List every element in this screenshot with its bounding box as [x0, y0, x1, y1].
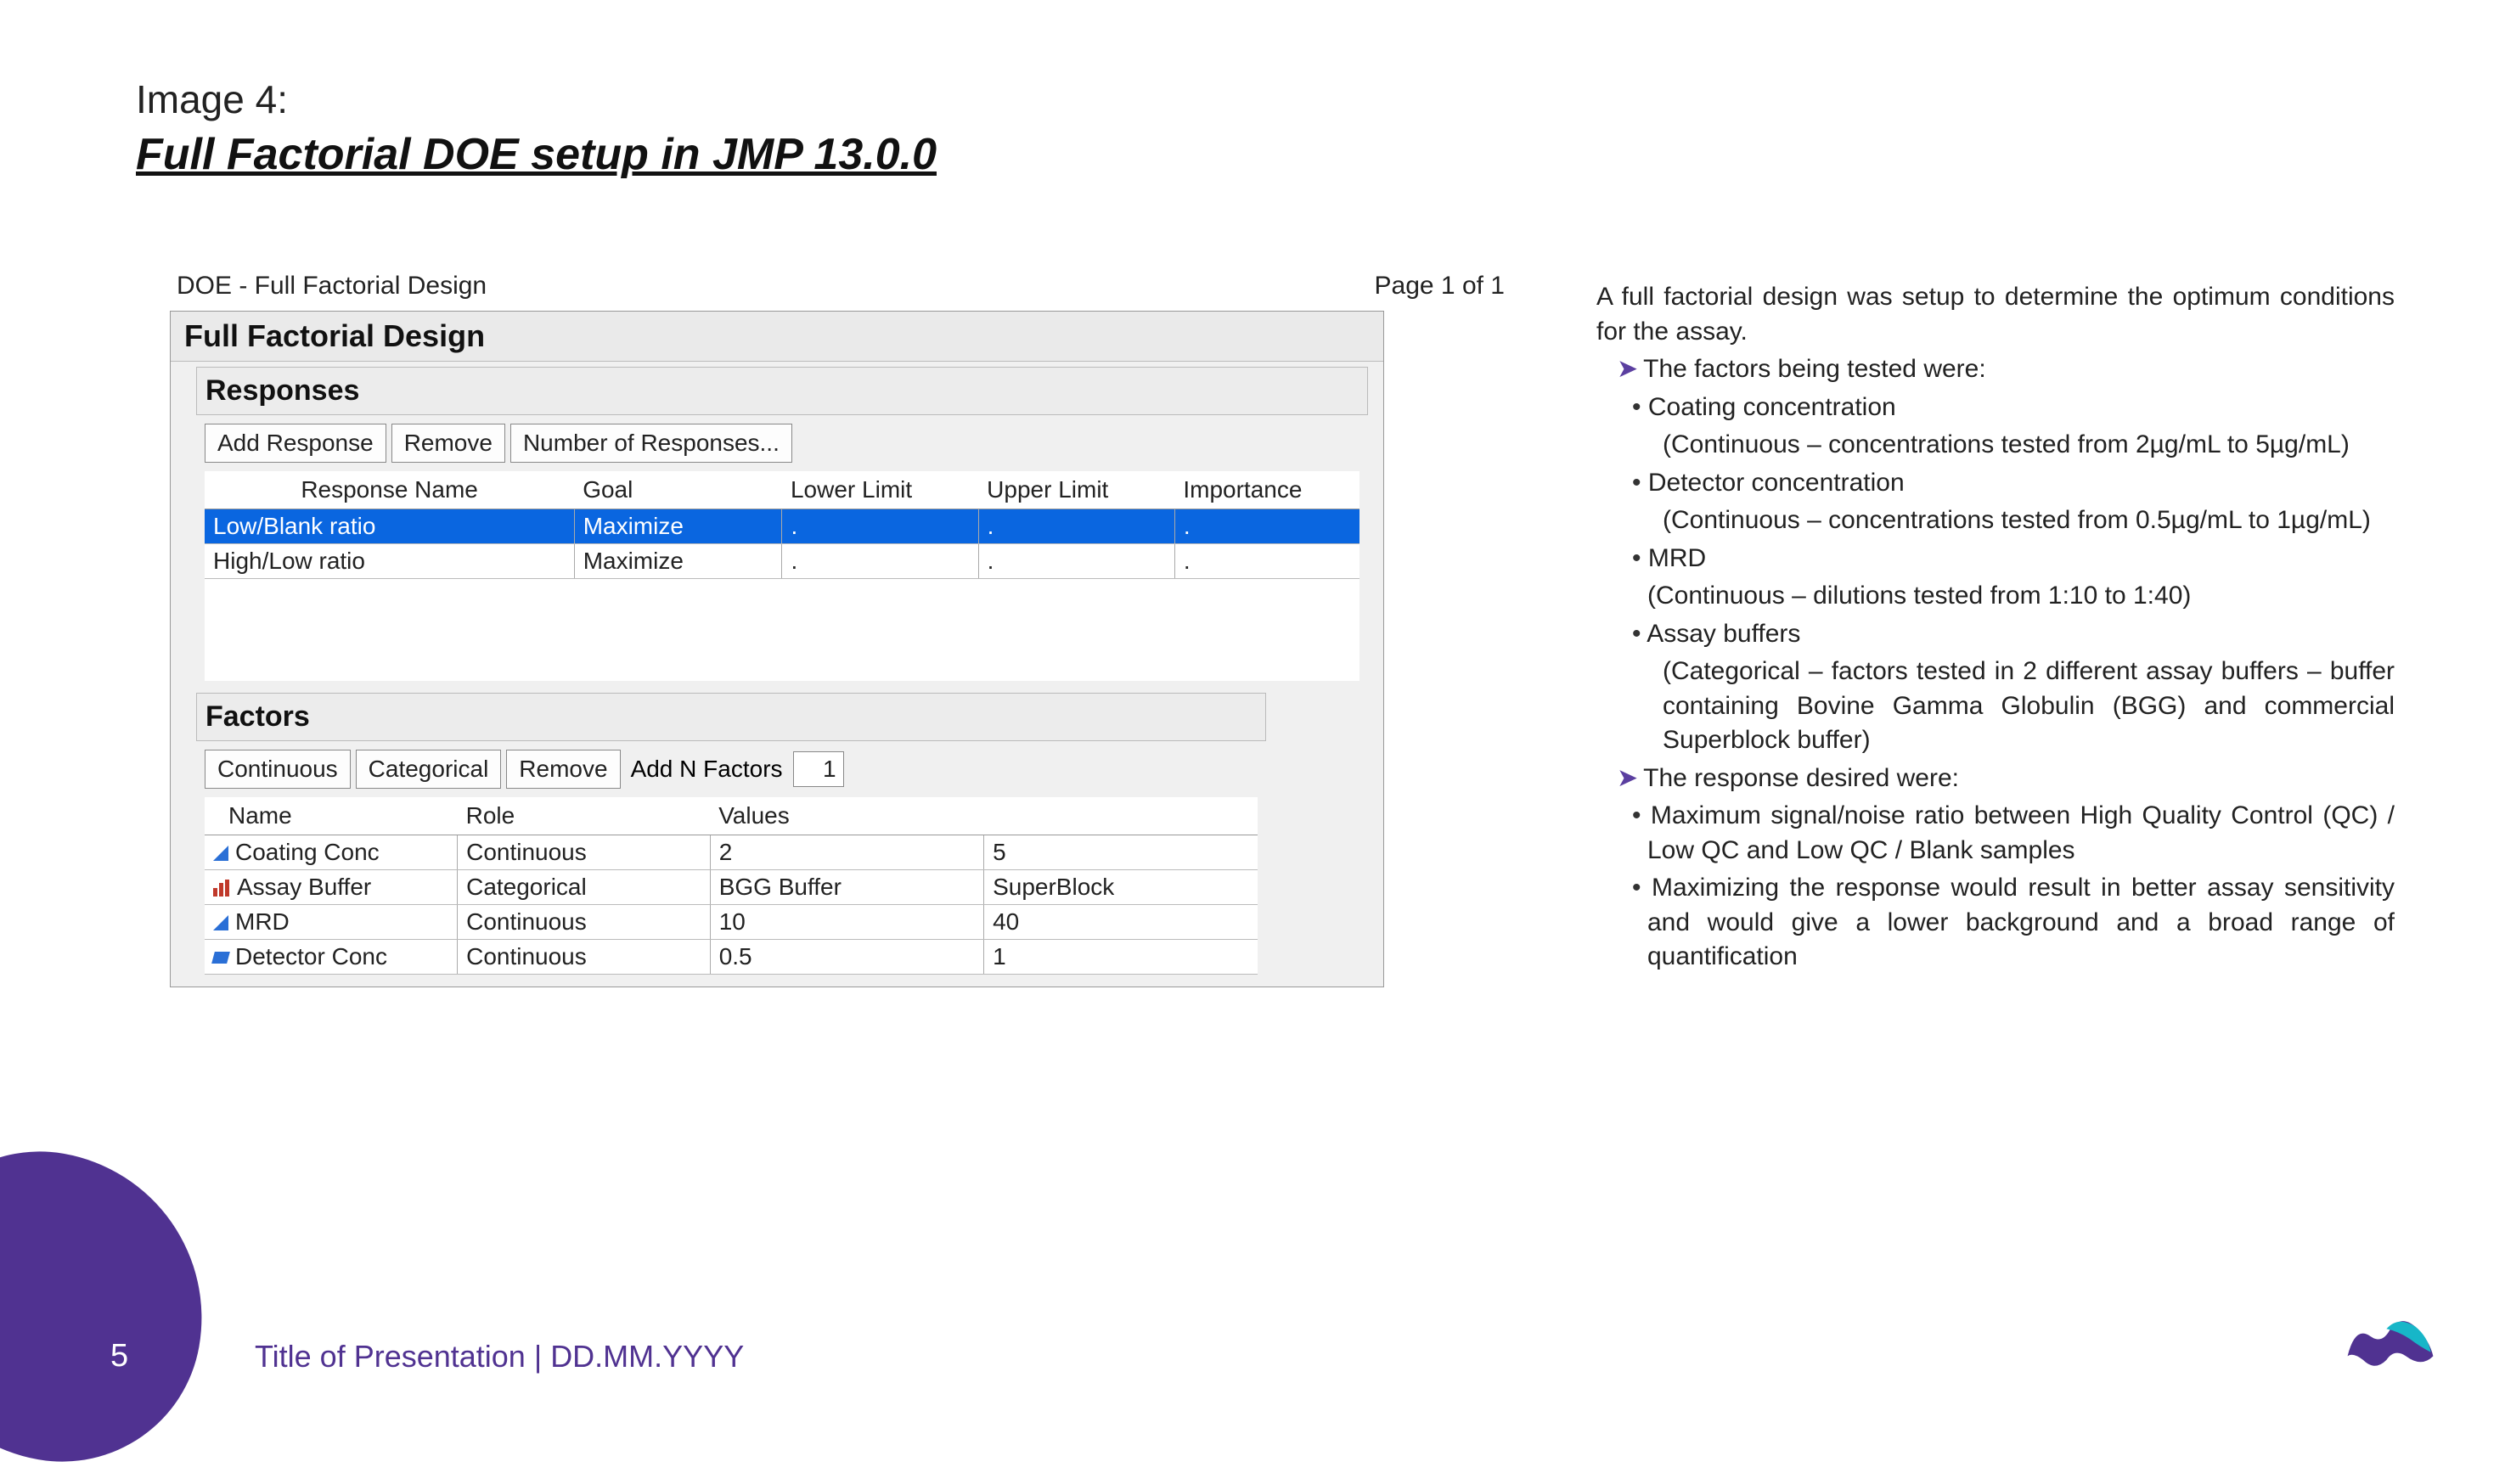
add-n-factors-label: Add N Factors	[626, 756, 788, 783]
factor-role: Continuous	[458, 835, 711, 869]
factors-section: Factors Continuous Categorical Remove Ad…	[196, 693, 1266, 975]
factor-detail: (Continuous – concentrations tested from…	[1596, 503, 2395, 538]
add-n-factors-input[interactable]: 1	[793, 751, 844, 787]
responses-title: Responses	[196, 367, 1368, 415]
continuous-factor-icon	[211, 952, 230, 964]
factor-value-high: 1	[984, 939, 1258, 974]
factor-value-low: 10	[710, 904, 983, 939]
col-factor-values: Values	[710, 797, 1258, 835]
add-response-button[interactable]: Add Response	[205, 424, 386, 463]
factor-name: Assay Buffer	[205, 869, 458, 904]
col-factor-name: Name	[205, 797, 458, 835]
factor-name: MRD	[205, 904, 458, 939]
factor-row[interactable]: Detector Conc Continuous 0.5 1	[205, 939, 1258, 974]
responses-empty-area	[205, 579, 1359, 681]
factor-item: Detector concentration	[1596, 466, 2395, 501]
responses-heading: ➤The response desired were:	[1596, 762, 2395, 796]
header: Image 4: Full Factorial DOE setup in JMP…	[136, 76, 937, 180]
factor-name: Coating Conc	[205, 835, 458, 869]
chevron-icon: ➤	[1617, 355, 1638, 383]
col-upper-limit: Upper Limit	[978, 471, 1174, 509]
factor-row[interactable]: MRD Continuous 10 40	[205, 904, 1258, 939]
col-factor-role: Role	[458, 797, 711, 835]
factors-table: Name Role Values Coating Conc Continuous…	[205, 797, 1258, 975]
response-lower: .	[782, 509, 978, 544]
col-lower-limit: Lower Limit	[782, 471, 978, 509]
factors-heading: ➤The factors being tested were:	[1596, 352, 2395, 387]
jmp-page-indicator: Page 1 of 1	[1375, 272, 1505, 301]
continuous-button[interactable]: Continuous	[205, 750, 351, 789]
description-text: A full factorial design was setup to det…	[1596, 280, 2395, 978]
response-lower: .	[782, 544, 978, 579]
response-item: Maximizing the response would result in …	[1596, 871, 2395, 975]
footer: 5 Title of Presentation | DD.MM.YYYY	[0, 1273, 2505, 1408]
response-item: Maximum signal/noise ratio between High …	[1596, 799, 2395, 868]
decorative-blob	[0, 1129, 228, 1483]
categorical-factor-icon	[213, 880, 230, 897]
response-goal: Maximize	[574, 544, 782, 579]
slide-title: Full Factorial DOE setup in JMP 13.0.0	[136, 129, 937, 180]
factor-role: Categorical	[458, 869, 711, 904]
jmp-titlebar: DOE - Full Factorial Design Page 1 of 1	[170, 272, 1511, 311]
response-upper: .	[978, 544, 1174, 579]
factor-detail: (Categorical – factors tested in 2 diffe…	[1596, 655, 2395, 758]
factor-item: Assay buffers	[1596, 617, 2395, 652]
factors-title: Factors	[196, 693, 1266, 741]
factor-detail: (Continuous – concentrations tested from…	[1596, 428, 2395, 463]
chevron-icon: ➤	[1617, 764, 1638, 792]
response-importance: .	[1174, 544, 1359, 579]
jmp-window-title: DOE - Full Factorial Design	[177, 272, 487, 301]
factor-value-high: 5	[984, 835, 1258, 869]
factor-row[interactable]: Assay Buffer Categorical BGG Buffer Supe…	[205, 869, 1258, 904]
factors-buttons: Continuous Categorical Remove Add N Fact…	[196, 741, 1266, 797]
factor-role: Continuous	[458, 904, 711, 939]
col-importance: Importance	[1174, 471, 1359, 509]
remove-response-button[interactable]: Remove	[391, 424, 505, 463]
response-row[interactable]: High/Low ratio Maximize . . .	[205, 544, 1359, 579]
factor-row[interactable]: Coating Conc Continuous 2 5	[205, 835, 1258, 869]
response-importance: .	[1174, 509, 1359, 544]
responses-section: Responses Add Response Remove Number of …	[196, 367, 1368, 681]
factor-role: Continuous	[458, 939, 711, 974]
response-goal: Maximize	[574, 509, 782, 544]
footer-presentation-title: Title of Presentation | DD.MM.YYYY	[255, 1339, 744, 1374]
factor-value-low: 2	[710, 835, 983, 869]
col-goal: Goal	[574, 471, 782, 509]
continuous-factor-icon	[213, 915, 228, 930]
panel-title: Full Factorial Design	[171, 312, 1383, 362]
responses-table: Response Name Goal Lower Limit Upper Lim…	[205, 471, 1359, 681]
response-name: Low/Blank ratio	[205, 509, 574, 544]
brand-logo-icon	[2344, 1307, 2437, 1374]
responses-header-row: Response Name Goal Lower Limit Upper Lim…	[205, 471, 1359, 509]
categorical-button[interactable]: Categorical	[356, 750, 502, 789]
responses-buttons: Add Response Remove Number of Responses.…	[196, 415, 1368, 471]
continuous-factor-icon	[213, 846, 228, 861]
intro-text: A full factorial design was setup to det…	[1596, 280, 2395, 349]
image-label: Image 4:	[136, 76, 937, 122]
number-of-responses-button[interactable]: Number of Responses...	[510, 424, 792, 463]
jmp-screenshot: DOE - Full Factorial Design Page 1 of 1 …	[170, 272, 1511, 987]
factor-value-high: SuperBlock	[984, 869, 1258, 904]
response-name: High/Low ratio	[205, 544, 574, 579]
factors-header-row: Name Role Values	[205, 797, 1258, 835]
factor-name: Detector Conc	[205, 939, 458, 974]
factor-value-high: 40	[984, 904, 1258, 939]
factor-value-low: BGG Buffer	[710, 869, 983, 904]
factor-item: MRD	[1596, 542, 2395, 576]
factor-value-low: 0.5	[710, 939, 983, 974]
factor-item: Coating concentration	[1596, 391, 2395, 425]
remove-factor-button[interactable]: Remove	[506, 750, 620, 789]
response-upper: .	[978, 509, 1174, 544]
col-response-name: Response Name	[205, 471, 574, 509]
response-row[interactable]: Low/Blank ratio Maximize . . .	[205, 509, 1359, 544]
page-number: 5	[110, 1338, 128, 1374]
factor-detail: (Continuous – dilutions tested from 1:10…	[1596, 579, 2395, 614]
slide: Image 4: Full Factorial DOE setup in JMP…	[0, 0, 2505, 1408]
jmp-panel: Full Factorial Design Responses Add Resp…	[170, 311, 1384, 987]
